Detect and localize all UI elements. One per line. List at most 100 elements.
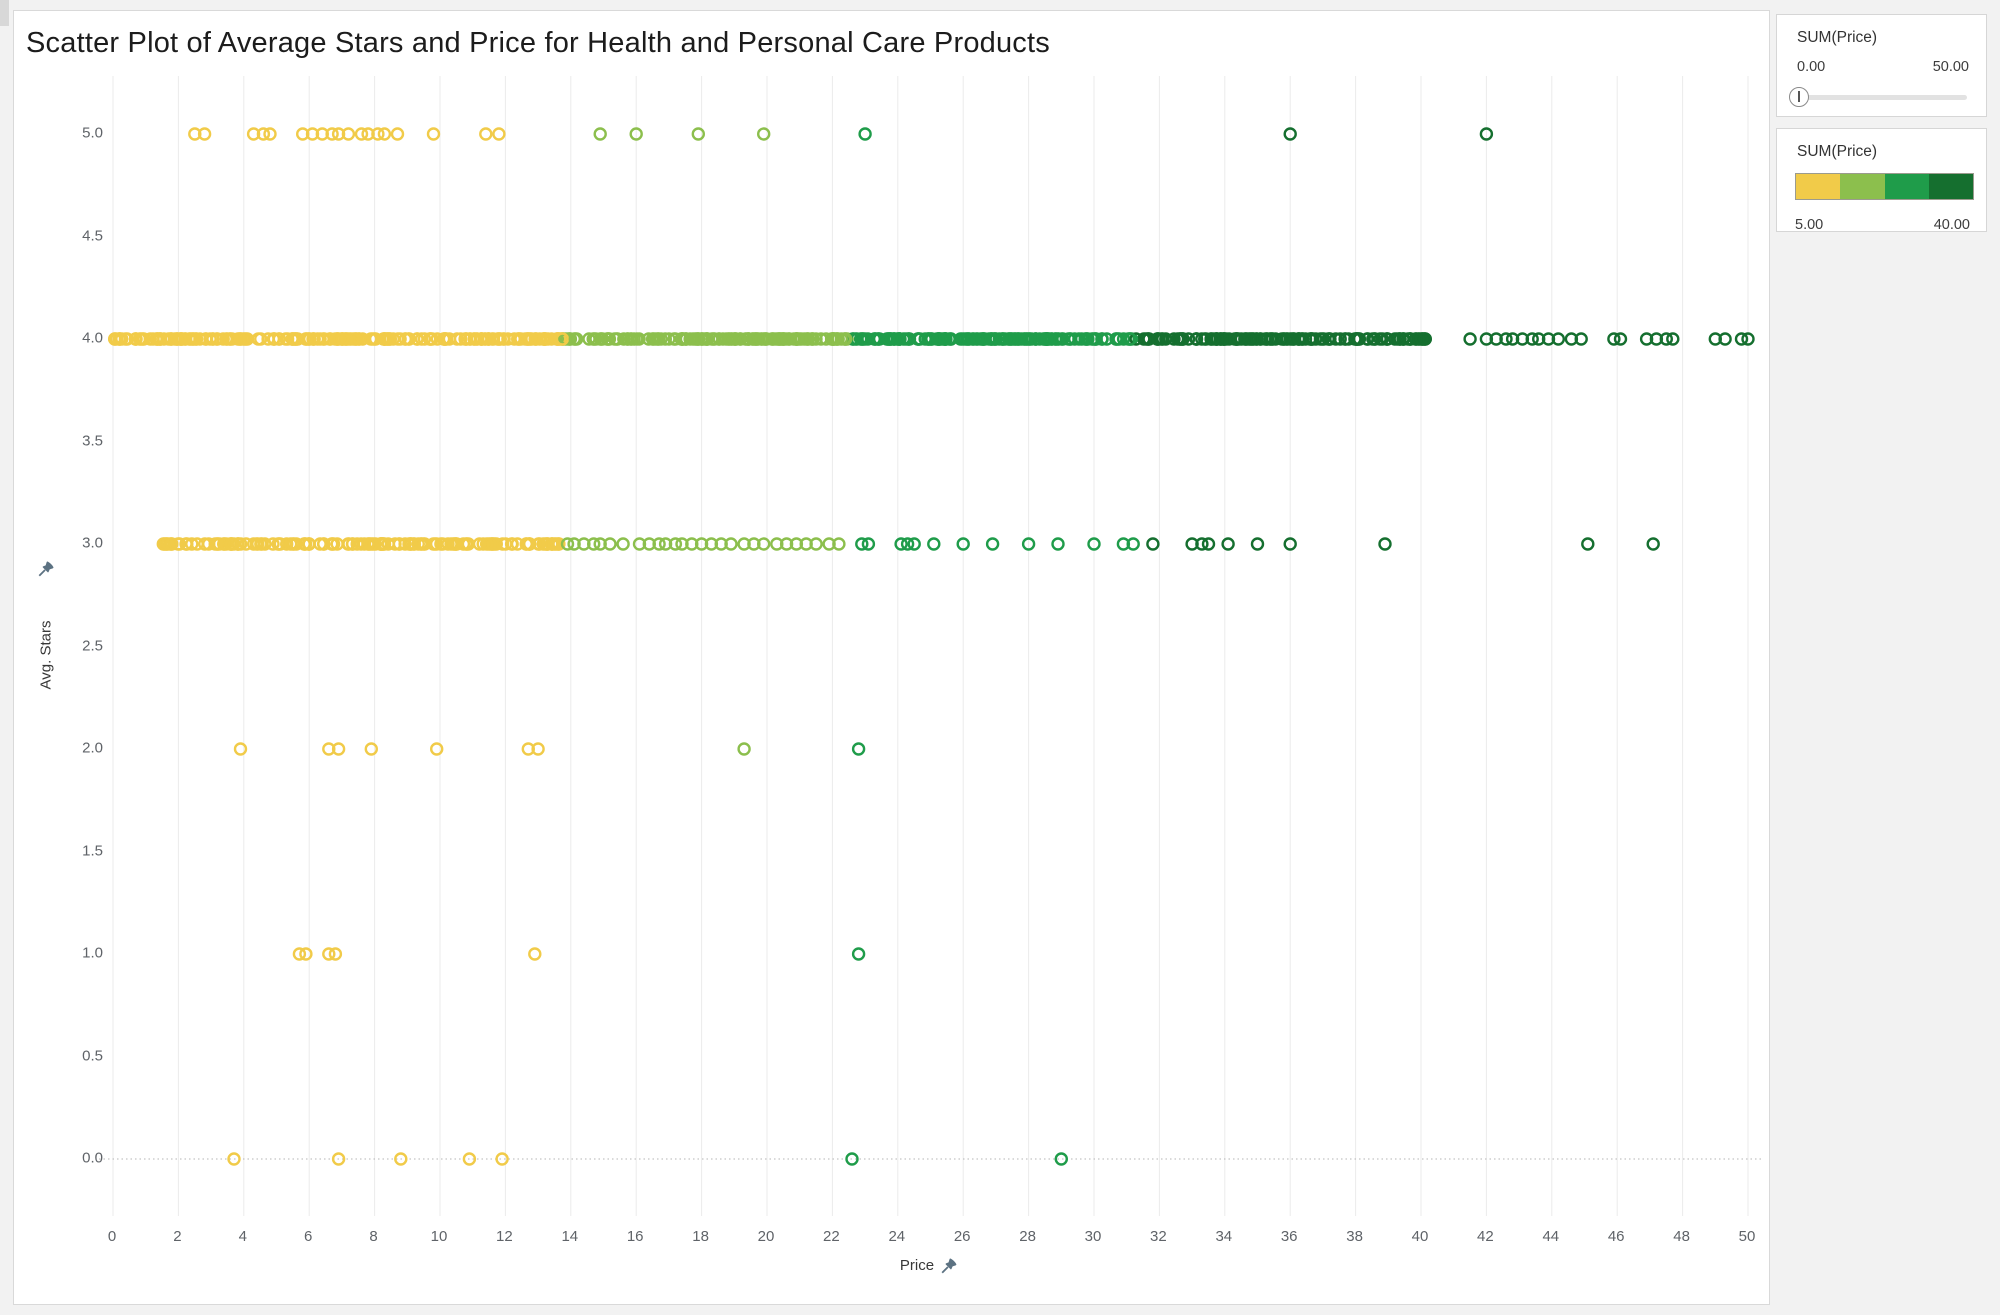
scatter-mark[interactable] [851, 742, 866, 756]
scatter-mark[interactable] [675, 332, 689, 346]
scatter-mark[interactable] [907, 537, 921, 551]
scatter-mark[interactable] [437, 332, 452, 346]
scatter-mark[interactable] [1175, 332, 1190, 346]
scatter-mark[interactable] [1129, 332, 1143, 346]
scatter-mark[interactable] [233, 742, 248, 756]
scatter-mark[interactable] [305, 127, 320, 141]
scatter-mark[interactable] [1646, 537, 1660, 551]
scatter-mark[interactable] [110, 332, 124, 346]
scatter-mark[interactable] [528, 332, 543, 346]
scatter-mark[interactable] [299, 947, 313, 961]
scatter-mark[interactable] [645, 332, 660, 346]
scatter-mark[interactable] [1378, 537, 1392, 551]
scatter-mark[interactable] [714, 537, 728, 551]
scatter-mark[interactable] [1283, 127, 1297, 141]
scatter-mark[interactable] [977, 332, 991, 346]
scatter-mark[interactable] [246, 127, 261, 141]
scatter-mark[interactable] [390, 127, 405, 141]
scatter-mark[interactable] [496, 537, 510, 551]
scatter-mark[interactable] [415, 332, 429, 346]
scatter-mark[interactable] [322, 947, 336, 961]
scatter-mark[interactable] [426, 127, 441, 141]
scatter-mark[interactable] [632, 537, 647, 551]
scatter-mark[interactable] [1392, 332, 1406, 346]
scatter-mark[interactable] [286, 537, 300, 551]
scatter-mark[interactable] [1054, 1152, 1069, 1166]
scatter-mark[interactable] [377, 332, 391, 346]
scatter-mark[interactable] [164, 537, 179, 551]
scatter-mark[interactable] [1375, 332, 1390, 346]
scatter-mark[interactable] [853, 332, 868, 346]
scatter-mark[interactable] [325, 127, 339, 141]
legend-color-swatch[interactable] [1840, 174, 1885, 199]
scatter-mark[interactable] [386, 332, 400, 346]
scatter-mark[interactable] [1515, 332, 1530, 346]
scatter-mark[interactable] [610, 332, 625, 346]
scatter-mark[interactable] [1072, 332, 1086, 346]
scatter-mark[interactable] [1021, 537, 1036, 551]
scatter-mark[interactable] [531, 742, 545, 756]
scatter-mark[interactable] [748, 332, 762, 346]
pushpin-icon[interactable] [941, 1257, 958, 1274]
scatter-mark[interactable] [224, 537, 239, 551]
scatter-mark[interactable] [368, 332, 383, 346]
scatter-mark[interactable] [984, 332, 999, 346]
scatter-mark[interactable] [692, 332, 706, 346]
scatter-mark[interactable] [1087, 537, 1101, 551]
scatter-mark[interactable] [263, 127, 277, 141]
scatter-mark[interactable] [962, 332, 976, 346]
scatter-mark[interactable] [1479, 127, 1494, 141]
scatter-mark[interactable] [115, 332, 129, 346]
scatter-mark[interactable] [1141, 332, 1156, 346]
scatter-mark[interactable] [1741, 332, 1755, 346]
scatter-mark[interactable] [523, 332, 538, 346]
scatter-mark[interactable] [410, 332, 424, 346]
scatter-mark[interactable] [587, 537, 601, 551]
scatter-mark[interactable] [956, 537, 970, 551]
scatter-mark[interactable] [441, 537, 455, 551]
scatter-mark[interactable] [1221, 537, 1235, 551]
scatter-mark[interactable] [377, 127, 392, 141]
scatter-mark[interactable] [827, 332, 841, 346]
scatter-mark[interactable] [287, 332, 302, 346]
scatter-mark[interactable] [354, 127, 369, 141]
scatter-mark[interactable] [492, 127, 506, 141]
scatter-mark[interactable] [267, 332, 281, 346]
scatter-mark[interactable] [364, 332, 378, 346]
scatter-mark[interactable] [201, 537, 216, 551]
scatter-mark[interactable] [404, 537, 418, 551]
scatter-mark[interactable] [511, 332, 525, 346]
scatter-mark[interactable] [1401, 332, 1415, 346]
scatter-mark[interactable] [1259, 332, 1274, 346]
scatter-mark[interactable] [330, 537, 344, 551]
scatter-mark[interactable] [256, 127, 271, 141]
scatter-mark[interactable] [495, 1152, 509, 1166]
price-filter-slider-handle[interactable] [1789, 87, 1809, 107]
scatter-mark[interactable] [1479, 332, 1494, 346]
scatter-mark[interactable] [231, 537, 245, 551]
scatter-mark[interactable] [371, 127, 385, 141]
scatter-mark[interactable] [927, 537, 941, 551]
scatter-mark[interactable] [809, 537, 823, 551]
scatter-mark[interactable] [528, 947, 542, 961]
scatter-mark[interactable] [629, 127, 643, 141]
scatter-mark[interactable] [559, 332, 574, 346]
scatter-mark[interactable] [331, 742, 346, 756]
scatter-mark[interactable] [789, 537, 804, 551]
scatter-mark[interactable] [1581, 537, 1595, 551]
scatter-mark[interactable] [394, 1152, 408, 1166]
scatter-mark[interactable] [1002, 332, 1016, 346]
scatter-mark[interactable] [1195, 332, 1209, 346]
legend-color-swatch[interactable] [1796, 174, 1841, 199]
scatter-mark[interactable] [156, 537, 171, 551]
scatter-mark[interactable] [246, 537, 261, 551]
scatter-mark[interactable] [1418, 332, 1433, 346]
scatter-mark[interactable] [911, 332, 925, 346]
scatter-mark[interactable] [210, 537, 225, 551]
scatter-mark[interactable] [504, 537, 519, 551]
scatter-mark[interactable] [616, 537, 630, 551]
scatter-mark[interactable] [537, 332, 552, 346]
scatter-mark[interactable] [197, 127, 212, 141]
scatter-mark[interactable] [1181, 332, 1196, 346]
scatter-mark[interactable] [486, 537, 500, 551]
